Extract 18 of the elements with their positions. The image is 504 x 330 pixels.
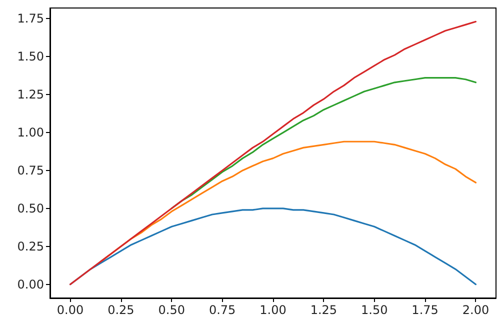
x-tick-label: 0.50 — [158, 303, 185, 317]
y-tick-label: 0.50 — [17, 201, 44, 216]
line-series — [69, 20, 477, 286]
x-tick-label: 1.75 — [412, 303, 438, 317]
y-tick-label: 0.75 — [17, 163, 44, 178]
x-tick-label: 1.25 — [310, 303, 338, 317]
y-tick-label: 0.25 — [17, 239, 44, 254]
x-tick-label: 0.00 — [56, 303, 84, 317]
x-tick-label: 2.00 — [462, 303, 490, 317]
y-tick-label: 0.00 — [17, 277, 44, 292]
y-tick-label: 1.00 — [17, 126, 44, 140]
y-tick-label: 1.25 — [17, 88, 44, 102]
x-tick-label: 1.00 — [260, 303, 286, 317]
y-tick-label: 1.75 — [17, 12, 44, 26]
y-tick-label: 1.50 — [17, 50, 44, 64]
x-tick-label: 1.50 — [361, 303, 388, 317]
x-tick-label: 0.25 — [108, 303, 134, 317]
x-tick-label: 0.75 — [208, 303, 236, 317]
